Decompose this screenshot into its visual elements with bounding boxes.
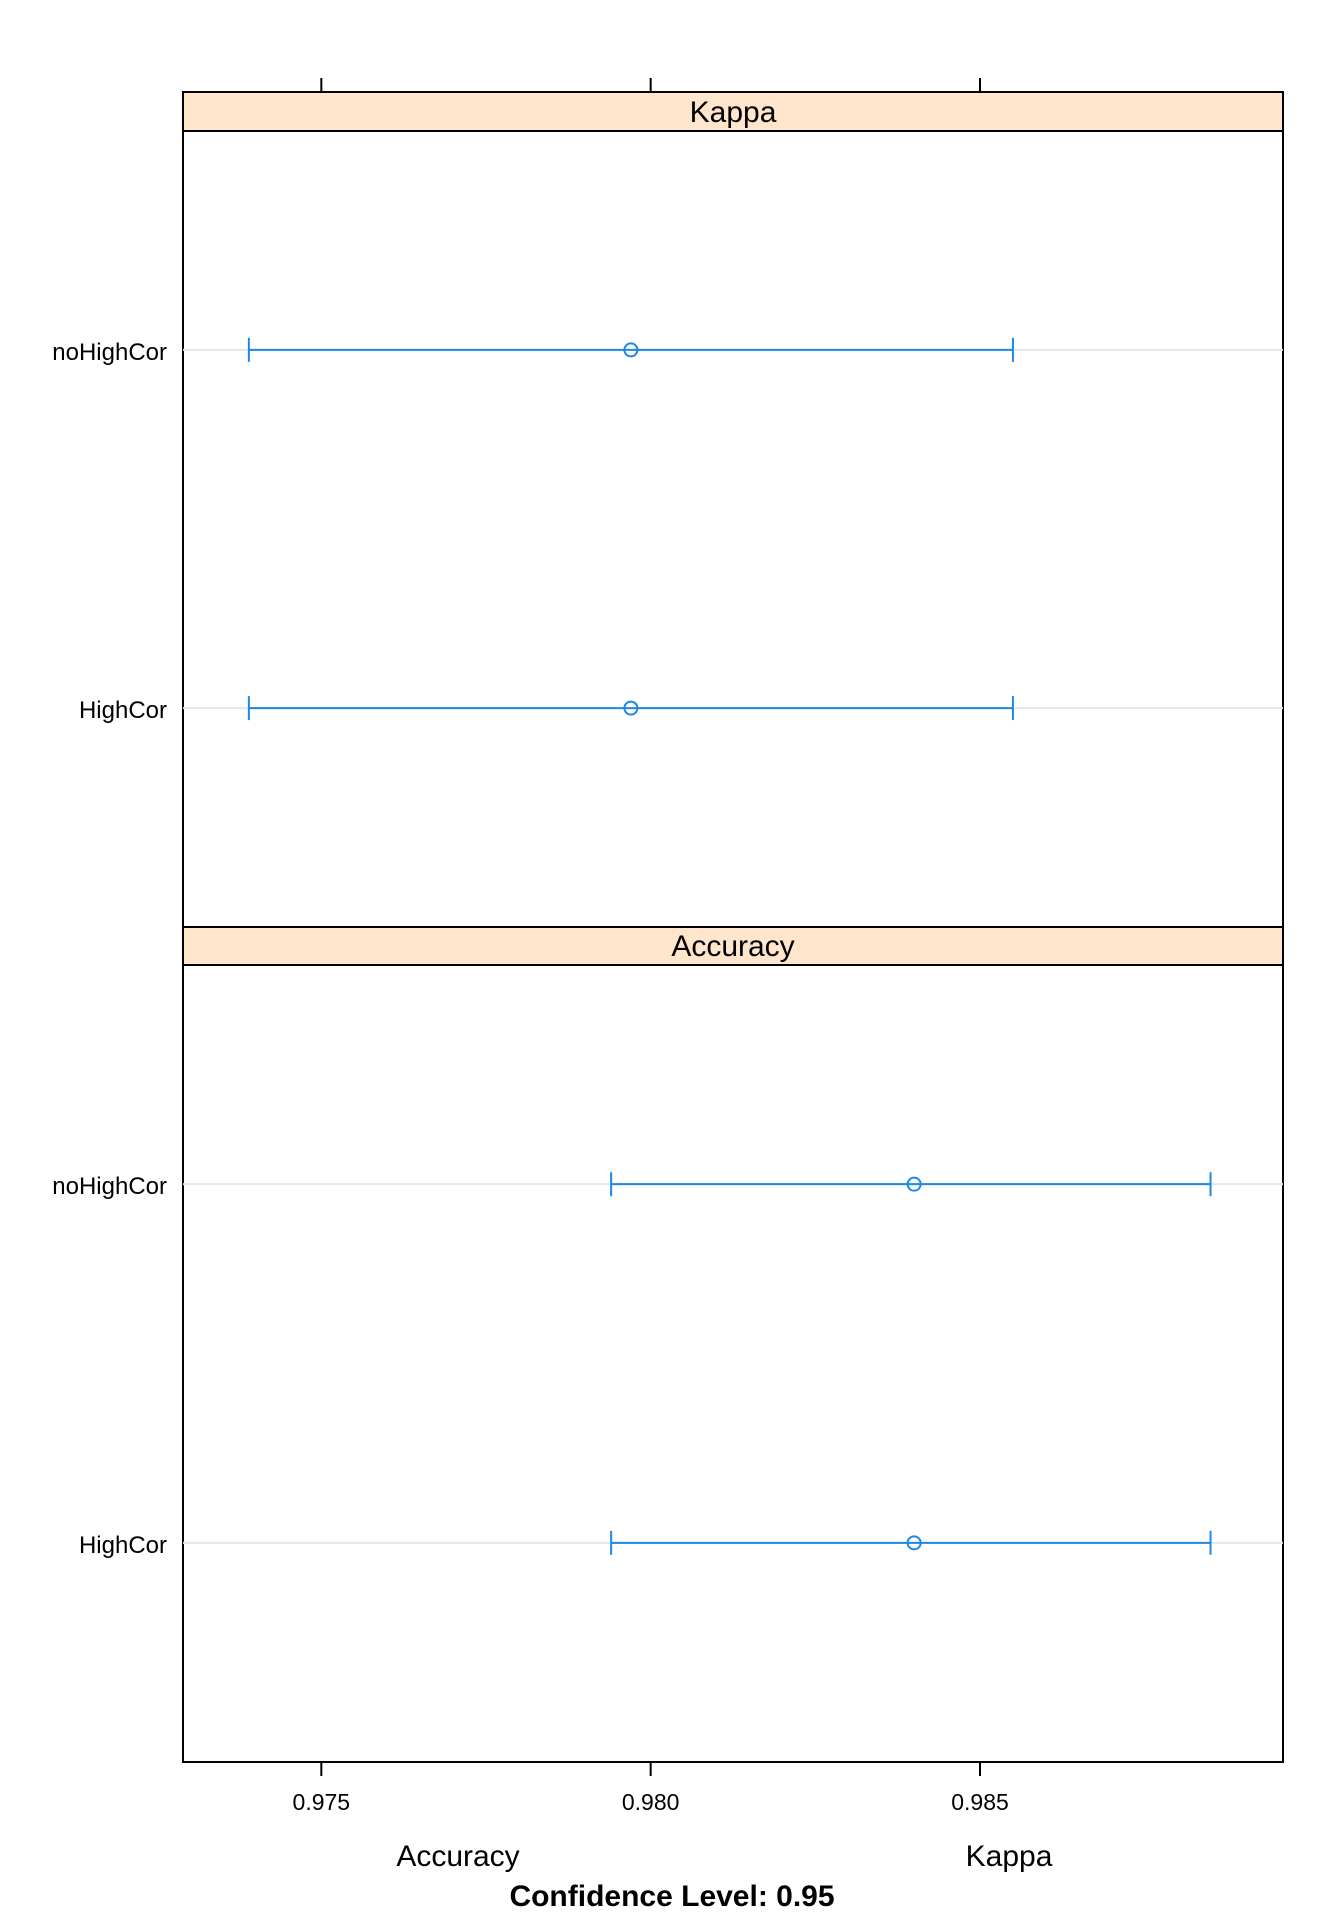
bottom-axis: 0.975 0.980 0.985	[293, 1762, 1009, 1815]
x-tick-label-1: 0.980	[622, 1789, 680, 1815]
estimate-point-accuracy-nohighcor	[906, 1176, 922, 1192]
estimate-point-kappa-nohighcor	[623, 342, 639, 358]
row-label-accuracy-highcor: HighCor	[79, 1532, 167, 1559]
row-label-kappa-nohighcor: noHighCor	[52, 339, 167, 366]
row-label-accuracy-nohighcor: noHighCor	[52, 1173, 167, 1200]
estimate-point-kappa-highcor	[623, 700, 639, 716]
bottom-label-accuracy: Accuracy	[396, 1840, 519, 1873]
top-axis-ticks	[320, 78, 982, 92]
panels-layer: Kappa noHighCor HighCor Accuracy noHighCor Hi…	[52, 91, 1284, 1763]
strip-kappa	[182, 91, 1284, 132]
strip-title-kappa: Kappa	[690, 96, 777, 129]
row-label-kappa-highcor: HighCor	[79, 697, 167, 724]
bottom-label-kappa: Kappa	[966, 1840, 1053, 1873]
strip-accuracy	[182, 926, 1284, 966]
panel-frame-kappa	[182, 130, 1284, 928]
x-tick-label-0: 0.975	[293, 1789, 351, 1815]
panel-frame-accuracy	[182, 964, 1284, 1763]
confidence-level-footer: Confidence Level: 0.95	[509, 1880, 834, 1913]
panel-kappa: Kappa noHighCor HighCor	[52, 91, 1284, 928]
estimate-point-accuracy-highcor	[906, 1535, 922, 1551]
x-tick-label-2: 0.985	[951, 1789, 1009, 1815]
panel-accuracy: Accuracy noHighCor HighCor	[52, 926, 1284, 1763]
strip-title-accuracy: Accuracy	[671, 930, 794, 963]
